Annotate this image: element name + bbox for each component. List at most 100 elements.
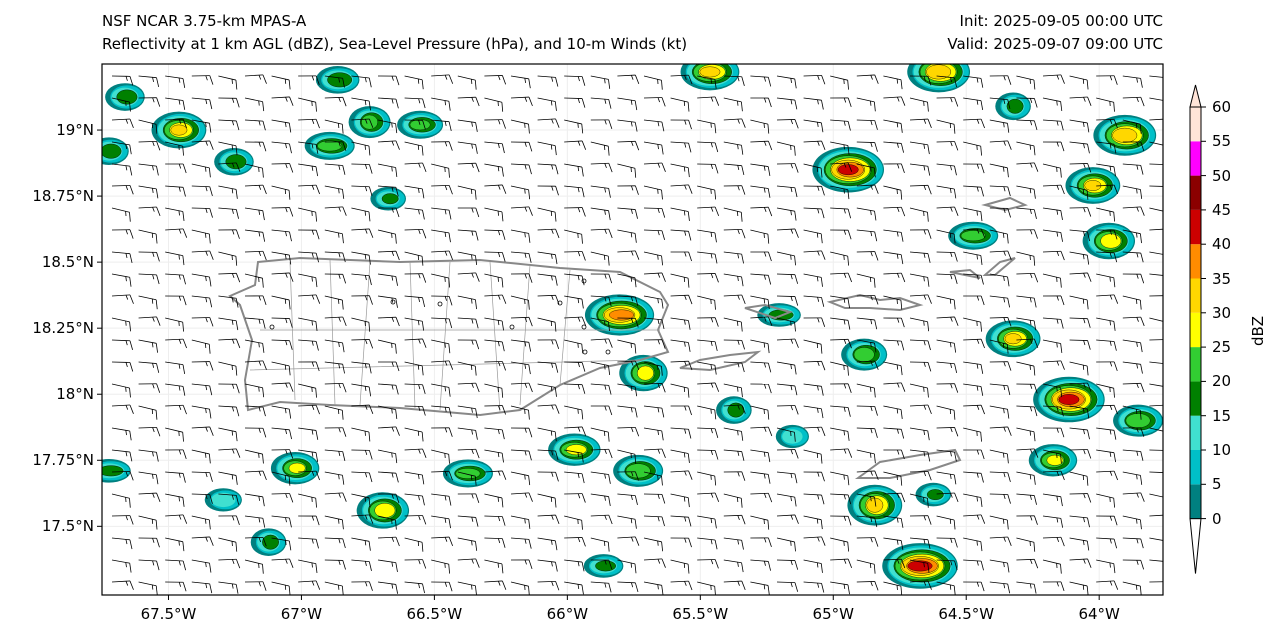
wind-barb (244, 405, 266, 417)
barb-half (311, 562, 313, 568)
storm-cell (102, 137, 129, 165)
wind-barb (1122, 119, 1142, 134)
wind-barb (963, 118, 985, 129)
wind-barb (723, 97, 743, 112)
barb-staff (271, 251, 290, 256)
barb-flag (1060, 141, 1065, 152)
wind-barb (271, 185, 291, 200)
barb-staff (909, 97, 928, 103)
barb-staff (776, 559, 796, 561)
barb-flag (688, 119, 692, 130)
wind-barb (830, 207, 852, 219)
wind-barb (1122, 206, 1145, 216)
barb-half (1003, 361, 1006, 367)
wind-barb (271, 75, 291, 90)
barb-half (976, 496, 978, 502)
barb-flag (740, 322, 743, 332)
wind-barb (298, 229, 320, 240)
barb-staff (697, 229, 716, 234)
wind-barb (1096, 118, 1118, 129)
barb-flag (821, 297, 825, 307)
barb-flag (315, 430, 319, 440)
wind-barb (776, 185, 798, 198)
barb-half (311, 230, 315, 235)
wind-barb (909, 251, 931, 263)
barb-flag (741, 562, 744, 573)
wind-barb (165, 427, 184, 442)
barb-half (737, 119, 740, 124)
barb-half (1083, 383, 1086, 388)
barb-half (418, 163, 421, 168)
barb-half (152, 77, 154, 83)
wind-barb (564, 207, 586, 217)
barb-flag (714, 164, 719, 174)
barb-staff (883, 251, 902, 256)
barb-staff (723, 75, 742, 78)
barb-half (684, 537, 687, 543)
barb-staff (670, 339, 689, 343)
wind-barb (776, 537, 796, 552)
barb-staff (670, 449, 689, 454)
wind-barb (1069, 295, 1089, 310)
barb-staff (1122, 361, 1141, 365)
barb-flag (1113, 361, 1118, 371)
wind-barb (776, 251, 796, 266)
barb-flag (501, 294, 507, 304)
reflectivity-contour (960, 230, 986, 242)
barb-staff (1096, 251, 1115, 254)
barb-staff (776, 427, 795, 433)
wind-barb (803, 405, 824, 419)
barb-staff (564, 515, 582, 521)
wind-barb (244, 581, 267, 591)
wind-barb (191, 75, 214, 85)
barb-half (843, 188, 845, 194)
barb-flag (847, 145, 850, 155)
wind-barb (643, 405, 665, 418)
barb-staff (776, 273, 796, 276)
wind-barb (1016, 251, 1036, 266)
wind-barb (909, 427, 930, 441)
barb-half (764, 427, 767, 432)
barb-half (205, 251, 208, 256)
barb-staff (750, 361, 769, 364)
barb-flag (1034, 273, 1039, 283)
wind-barb (989, 471, 1011, 482)
wind-barb (963, 207, 983, 222)
barb-flag (661, 162, 666, 172)
barb-staff (191, 119, 210, 124)
barb-flag (581, 98, 586, 108)
barb-staff (590, 97, 609, 100)
wind-barb (909, 75, 932, 86)
wind-barb (750, 426, 773, 437)
barb-flag (1060, 564, 1062, 574)
barb-staff (298, 339, 317, 342)
barb-flag (395, 251, 400, 261)
barb-half (1163, 340, 1165, 344)
barb-half (125, 471, 128, 477)
wind-barb (537, 361, 559, 373)
wind-barb (617, 207, 638, 219)
wind-barb (510, 537, 532, 549)
barb-staff (324, 471, 343, 476)
barb-staff (989, 515, 1008, 521)
barb-half (205, 317, 208, 323)
barb-staff (723, 97, 742, 103)
wind-barb (723, 273, 744, 287)
barb-flag (1006, 453, 1009, 464)
barb-half (232, 384, 235, 389)
barb-flag (129, 212, 131, 222)
barb-flag (1007, 536, 1012, 546)
barb-flag (767, 585, 770, 595)
wind-barb (909, 207, 929, 222)
barb-half (1136, 492, 1139, 498)
barb-flag (156, 252, 160, 262)
barb-flag (129, 451, 133, 462)
barb-half (870, 537, 873, 543)
barb-staff (617, 273, 636, 279)
barb-half (498, 471, 501, 476)
barb-staff (111, 493, 130, 499)
barb-half (1109, 452, 1112, 457)
barb-flag (315, 515, 320, 526)
barb-flag (661, 339, 666, 349)
barb-flag (1140, 165, 1144, 175)
